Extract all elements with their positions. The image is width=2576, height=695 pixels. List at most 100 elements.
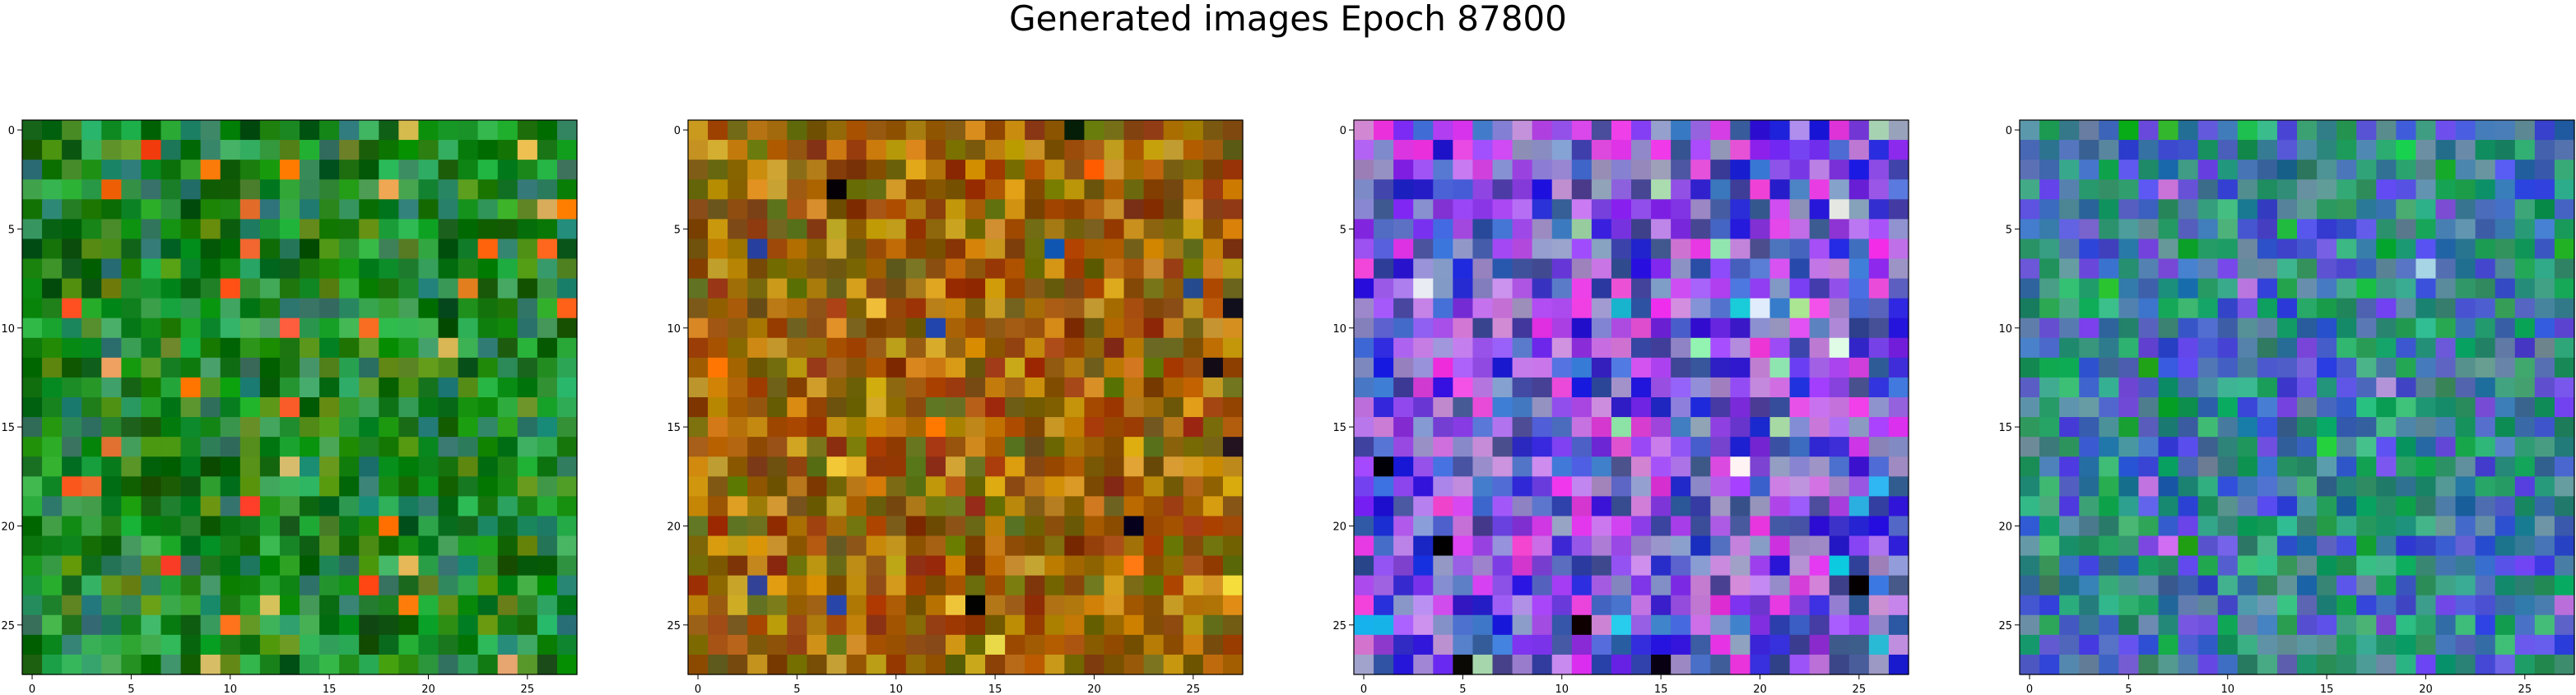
x-tick-label: 10 [1555,683,1569,695]
pixel [398,397,420,418]
pixel [1222,417,1244,438]
pixel [2178,377,2199,398]
pixel [2475,298,2496,319]
pixel [1064,496,1086,517]
pixel [2554,199,2575,220]
pixel [1789,476,1811,497]
pixel [886,614,907,636]
pixel [1512,535,1533,557]
pixel [826,476,848,497]
pixel [866,377,887,398]
pixel [2020,496,2040,517]
pixel [2118,357,2140,378]
pixel [2455,337,2476,359]
pixel [1354,140,1374,160]
pixel [1848,239,1870,260]
pixel [2514,140,2536,160]
pixel [62,377,82,398]
pixel [2416,575,2437,596]
pixel [62,614,82,636]
pixel [2337,278,2357,299]
pixel [985,298,1006,319]
pixel [1809,317,1830,339]
pixel [438,595,459,616]
pixel [1044,634,1065,656]
pixel [160,278,182,299]
pixel [1374,535,1394,557]
pixel [2099,437,2119,457]
pixel [537,179,558,200]
pixel [1123,496,1145,517]
pixel [1789,654,1811,675]
pixel [1143,456,1165,477]
pixel [1631,516,1652,537]
pixel [300,555,320,577]
pixel [728,496,748,517]
pixel [1789,535,1811,557]
pixel [1551,357,1573,378]
pixel [1789,160,1811,180]
pixel [1631,654,1652,675]
pixel [1769,614,1791,636]
pixel [359,179,379,200]
pixel [2337,516,2357,537]
pixel [1044,377,1065,398]
pixel [2455,496,2476,517]
pixel [1064,120,1086,141]
pixel [985,595,1006,616]
pixel [1651,239,1672,260]
pixel [2475,160,2496,180]
pixel [1492,258,1514,280]
pixel [1532,199,1553,220]
pixel [1671,595,1691,616]
pixel [1202,357,1224,378]
pixel [319,555,340,577]
pixel [807,258,828,280]
pixel [220,239,241,260]
pixel [1651,496,1672,517]
pixel [1453,456,1474,477]
pixel [2455,595,2476,616]
pixel [1183,456,1204,477]
pixel [2079,219,2099,240]
pixel [1354,535,1374,557]
pixel [101,199,122,220]
x-tick-label: 5 [128,683,134,695]
pixel [2118,595,2140,616]
pixel [1888,595,1909,616]
pixel [2317,516,2337,537]
pixel [1512,179,1533,200]
pixel [2237,298,2258,319]
pixel [1710,476,1731,497]
pixel [747,417,768,438]
pixel [1750,219,1771,240]
pixel [279,120,300,141]
pixel [1730,614,1751,636]
pixel [556,614,578,636]
pixel [1848,575,1870,596]
pixel [2217,634,2239,656]
pixel [708,140,728,160]
pixel [767,634,788,656]
pixel [905,357,927,378]
pixel [2237,337,2258,359]
pixel [1809,456,1830,477]
pixel [62,258,82,280]
pixel [121,179,142,200]
pixel [945,496,966,517]
pixel [556,120,578,141]
y-tick-label: 15 [1332,422,1346,434]
pixel [319,357,340,378]
pixel [2099,219,2119,240]
pixel [1769,337,1791,359]
pixel [359,575,379,596]
pixel [905,179,927,200]
pixel [866,535,887,557]
pixel [2158,535,2179,557]
pixel [1512,258,1533,280]
pixel [1769,377,1791,398]
pixel [846,357,867,378]
pixel [239,496,261,517]
pixel [200,219,221,240]
pixel [537,140,558,160]
